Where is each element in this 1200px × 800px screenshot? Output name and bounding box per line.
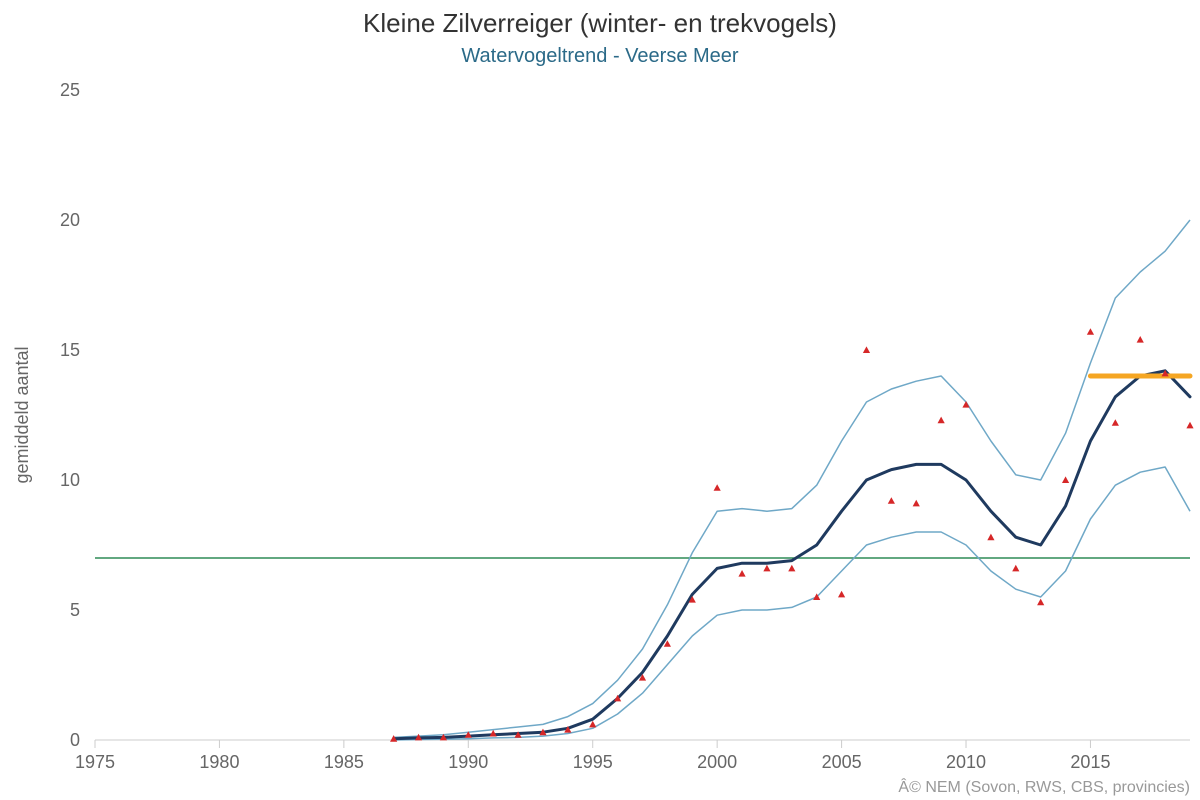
data-point [714,484,721,491]
data-point [1037,599,1044,606]
y-tick-label: 10 [60,470,80,490]
data-point [788,565,795,572]
chart-subtitle: Watervogeltrend - Veerse Meer [461,45,738,67]
data-point [1012,565,1019,572]
y-tick-label: 20 [60,210,80,230]
data-point [838,591,845,598]
x-tick-label: 2015 [1070,752,1110,772]
data-point [1186,422,1193,429]
data-point [962,401,969,408]
data-point [589,721,596,728]
x-tick-label: 1985 [324,752,364,772]
data-point [888,497,895,504]
x-tick-label: 1990 [448,752,488,772]
x-tick-label: 1980 [199,752,239,772]
data-point [1137,336,1144,343]
x-tick-label: 2000 [697,752,737,772]
data-point [1062,476,1069,483]
data-point [913,500,920,507]
x-tick-label: 2010 [946,752,986,772]
credit-text: Â© NEM (Sovon, RWS, CBS, provincies) [898,777,1190,796]
upper-confidence-band [394,220,1190,737]
data-point [1087,328,1094,335]
y-tick-label: 25 [60,80,80,100]
y-axis-title: gemiddeld aantal [12,346,32,483]
x-tick-label: 2005 [822,752,862,772]
trend-line [394,371,1190,739]
x-tick-label: 1995 [573,752,613,772]
chart-svg: Kleine Zilverreiger (winter- en trekvoge… [0,0,1200,800]
chart-container: Kleine Zilverreiger (winter- en trekvoge… [0,0,1200,800]
data-point [763,565,770,572]
chart-title: Kleine Zilverreiger (winter- en trekvoge… [363,8,837,38]
data-point [738,570,745,577]
data-point [987,534,994,541]
y-tick-label: 15 [60,340,80,360]
y-tick-label: 0 [70,730,80,750]
data-point [1112,419,1119,426]
y-tick-label: 5 [70,600,80,620]
data-point [863,346,870,353]
x-tick-label: 1975 [75,752,115,772]
data-point [938,417,945,424]
